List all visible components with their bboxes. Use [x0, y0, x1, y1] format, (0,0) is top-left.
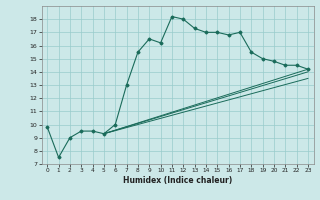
X-axis label: Humidex (Indice chaleur): Humidex (Indice chaleur): [123, 176, 232, 185]
